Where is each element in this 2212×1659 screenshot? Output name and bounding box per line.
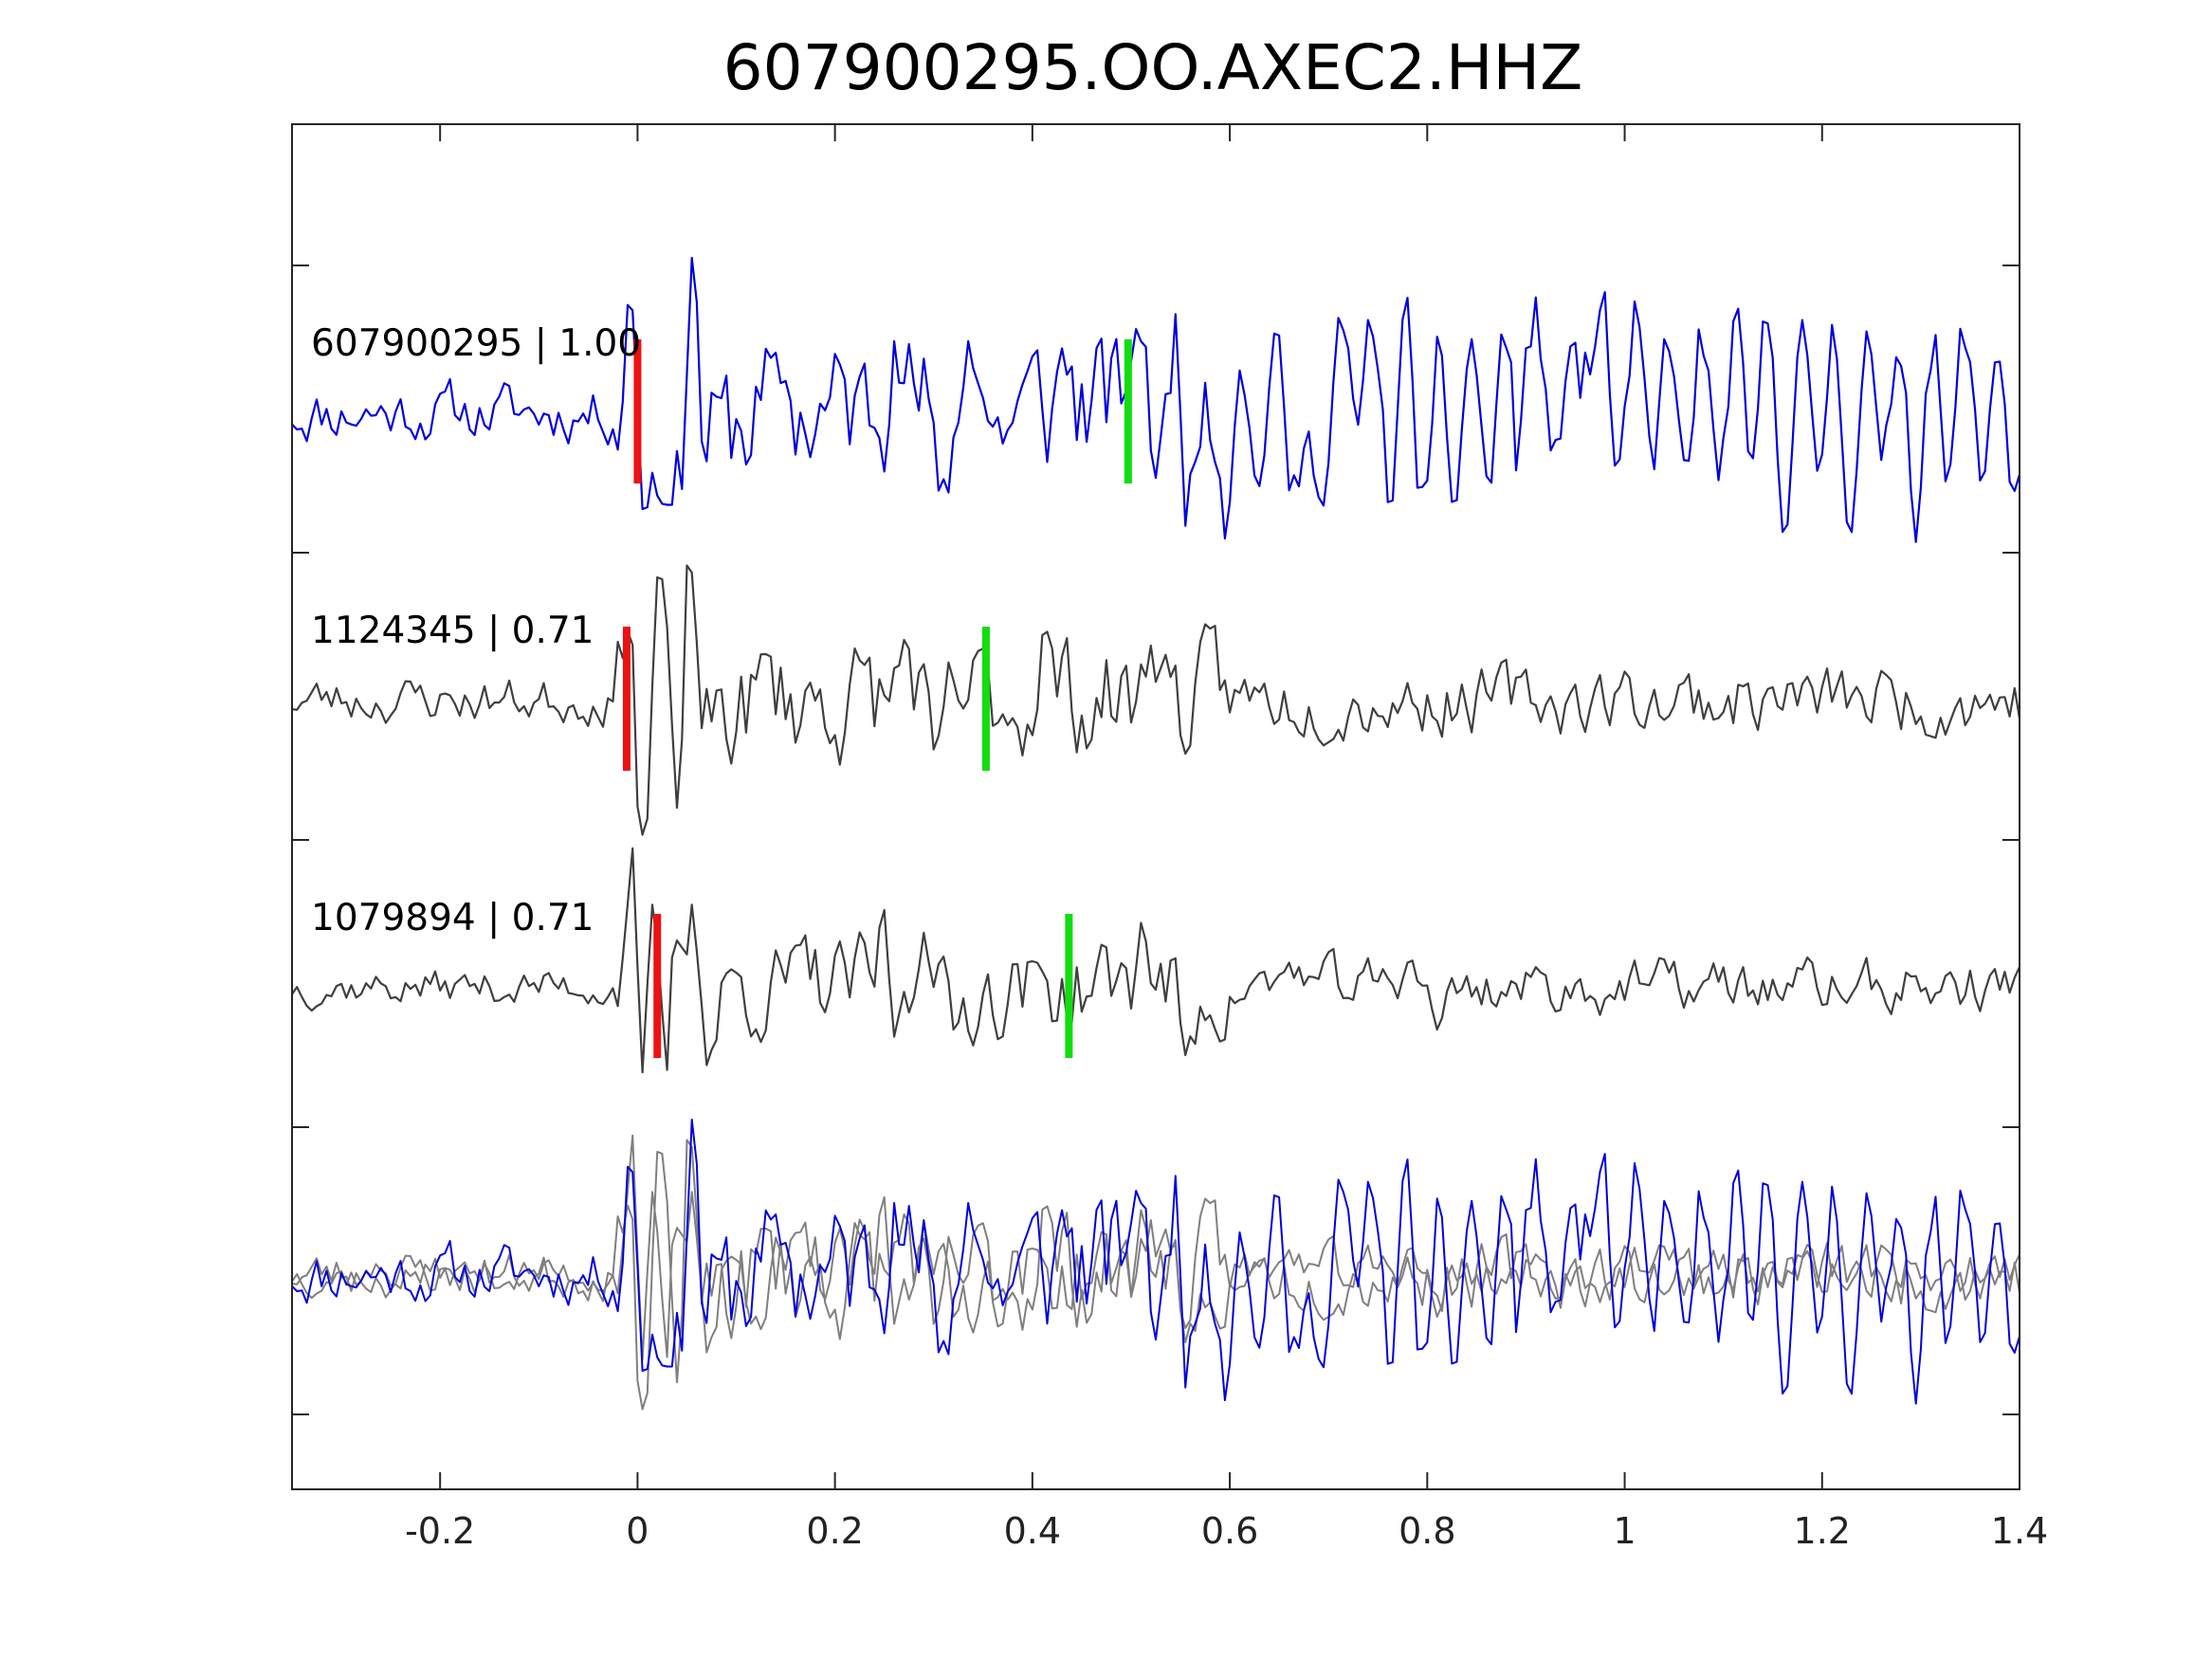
trace-label-1: 1124345 | 0.71 [311, 610, 594, 652]
trace-label-2: 1079894 | 0.71 [311, 897, 594, 939]
x-tick-label-2: 0.2 [806, 1510, 863, 1552]
x-tick-label-0: -0.2 [405, 1510, 475, 1552]
x-tick-label-6: 1 [1613, 1510, 1636, 1552]
trace-label-0: 607900295 | 1.00 [311, 322, 641, 365]
x-tick-label-3: 0.4 [1004, 1510, 1061, 1552]
axis-ticks: -0.2 0 0.2 0.4 0.6 0.8 1 1.2 1.4 [292, 124, 2048, 1552]
trace-line-1 [291, 564, 2021, 836]
trace-line-2 [291, 847, 2020, 1074]
axes-frame [291, 123, 2020, 1490]
plot-area: 607900295 | 1.00 1124345 | 0.71 1079894 | … [291, 256, 2021, 1411]
overlay-line-2 [291, 1134, 2020, 1361]
x-tick-label-5: 0.8 [1398, 1510, 1455, 1552]
x-tick-label-4: 0.6 [1201, 1510, 1258, 1552]
trace-line-0 [291, 256, 2021, 543]
x-tick-label-7: 1.2 [1794, 1510, 1851, 1552]
x-tick-label-8: 1.4 [1991, 1510, 2048, 1552]
overlay-line-0 [291, 1119, 2020, 1405]
x-tick-label-1: 0 [626, 1510, 649, 1552]
chart-title: 607900295.OO.AXEC2.HHZ [723, 31, 1583, 104]
